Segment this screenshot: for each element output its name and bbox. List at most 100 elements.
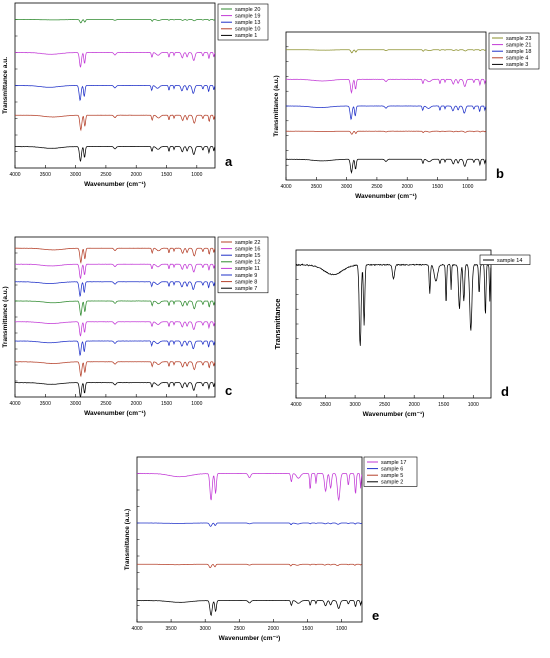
- x-tick-label: 1500: [161, 401, 172, 407]
- series-line-sample-15: [14, 281, 216, 298]
- y-axis-label: Transmittance: [273, 299, 282, 350]
- x-tick-label: 4000: [9, 401, 20, 407]
- legend-entry: sample 23: [506, 36, 531, 42]
- x-axis-label: Wavenumber (cm⁻¹): [219, 635, 281, 642]
- legend-entry: sample 1: [235, 33, 257, 39]
- x-tick-label: 1500: [302, 626, 313, 632]
- legend-entry: sample 10: [235, 27, 260, 33]
- legend-entry: sample 18: [506, 49, 531, 55]
- panel-letter: e: [372, 608, 379, 623]
- legend-box: [217, 236, 269, 294]
- legend-entry: sample 13: [235, 20, 260, 26]
- x-tick-label: 4000: [280, 184, 291, 190]
- series-line-sample-9: [15, 340, 216, 357]
- series-line-sample-20: [15, 19, 215, 24]
- series-line-sample-6: [136, 522, 362, 527]
- plot-frame: [14, 236, 216, 398]
- x-tick-label: 1000: [468, 402, 479, 408]
- x-tick-label: 4000: [131, 626, 142, 632]
- x-tick-label: 2000: [131, 172, 142, 178]
- series-line-sample-3: [285, 158, 487, 174]
- legend-entry: sample 14: [497, 258, 522, 264]
- legend-entry: sample 4: [506, 56, 528, 62]
- legend-entry: sample 22: [235, 240, 260, 246]
- y-axis-label: Transmittance a.u.: [2, 57, 9, 114]
- plot-frame: [136, 456, 363, 623]
- x-axis-label: Wavenumber (cm⁻¹): [84, 181, 146, 188]
- panel-letter: b: [496, 166, 504, 181]
- series-line-sample-18: [285, 105, 487, 121]
- legend-entry: sample 9: [235, 273, 257, 279]
- legend-entry: sample 19: [235, 13, 260, 19]
- x-tick-label: 3000: [70, 401, 81, 407]
- legend-entry: sample 15: [235, 253, 260, 259]
- series-line-sample-1: [14, 146, 216, 162]
- series-line-sample-11: [15, 321, 216, 337]
- x-tick-label: 1000: [462, 184, 473, 190]
- x-tick-label: 4000: [290, 402, 301, 408]
- x-tick-label: 2500: [100, 401, 111, 407]
- series-line-sample-13: [15, 84, 216, 102]
- y-axis-label: Transmittance (a.u.): [2, 286, 9, 347]
- legend-entry: sample 12: [235, 260, 260, 266]
- x-tick-label: 1000: [191, 401, 202, 407]
- series-line-sample-4: [286, 130, 486, 135]
- plot-frame: [295, 249, 492, 399]
- x-tick-label: 3500: [166, 626, 177, 632]
- legend-entry: sample 8: [235, 279, 257, 285]
- panel-b: 4000 3500 3000 2500 2000 1500 1000 Wavenumber (…: [273, 31, 540, 200]
- panel-letter: c: [225, 383, 232, 398]
- panel-letter: d: [501, 384, 509, 399]
- x-tick-label: 2000: [131, 401, 142, 407]
- series-line-sample-12: [14, 300, 216, 317]
- x-tick-label: 3000: [200, 626, 211, 632]
- x-tick-label: 3000: [70, 172, 81, 178]
- series-line-sample-22: [14, 247, 216, 264]
- y-axis-label: Transmittance (a.u.): [124, 509, 131, 570]
- x-tick-label: 3500: [40, 172, 51, 178]
- x-tick-label: 1000: [336, 626, 347, 632]
- legend-entry: sample 6: [381, 466, 403, 472]
- x-tick-label: 3500: [40, 401, 51, 407]
- series-line-sample-5: [136, 563, 362, 569]
- x-tick-label: 1500: [438, 402, 449, 408]
- series-line-sample-10: [14, 114, 216, 132]
- x-tick-label: 1500: [432, 184, 443, 190]
- x-tick-label: 2500: [371, 184, 382, 190]
- legend-entry: sample 16: [235, 246, 260, 252]
- x-axis-label: Wavenumber (cm⁻¹): [84, 410, 146, 417]
- panel-d: 4000 3500 3000 2500 2000 1500 1000 Wavenumber (…: [273, 249, 531, 418]
- x-tick-label: 2000: [268, 626, 279, 632]
- series-line-sample-19: [14, 51, 216, 68]
- series-line-sample-16: [14, 263, 216, 279]
- x-tick-label: 3000: [350, 402, 361, 408]
- legend-entry: sample 2: [381, 480, 403, 486]
- x-tick-label: 3500: [311, 184, 322, 190]
- x-tick-label: 2000: [409, 402, 420, 408]
- x-tick-label: 2500: [100, 172, 111, 178]
- panel-a: 4000 3500 3000 2500 2000 1500 1000 Wavenumber (…: [2, 2, 269, 188]
- series-line-sample-23: [285, 49, 486, 54]
- series-line-sample-17: [136, 472, 363, 502]
- series-line-sample-8: [15, 361, 216, 378]
- x-tick-label: 3500: [320, 402, 331, 408]
- x-tick-label: 2000: [402, 184, 413, 190]
- x-axis-label: Wavenumber (cm⁻¹): [355, 193, 417, 200]
- x-tick-label: 2500: [234, 626, 245, 632]
- panel-c: 4000 3500 3000 2500 2000 1500 1000 Wavenumber (…: [2, 236, 269, 417]
- legend-entry: sample 5: [381, 473, 403, 479]
- x-tick-label: 3000: [341, 184, 352, 190]
- legend-entry: sample 3: [506, 62, 528, 68]
- series-line-sample-7: [14, 382, 216, 398]
- series-line-sample-2: [137, 599, 363, 617]
- legend-box: [479, 254, 531, 265]
- x-tick-label: 1500: [161, 172, 172, 178]
- panel-letter: a: [225, 154, 233, 169]
- x-tick-label: 1000: [191, 172, 202, 178]
- series-line-sample-21: [285, 78, 487, 94]
- series-line-sample-14: [295, 263, 492, 346]
- legend-entry: sample 20: [235, 7, 260, 13]
- legend-entry: sample 21: [506, 42, 531, 48]
- x-tick-label: 2500: [379, 402, 390, 408]
